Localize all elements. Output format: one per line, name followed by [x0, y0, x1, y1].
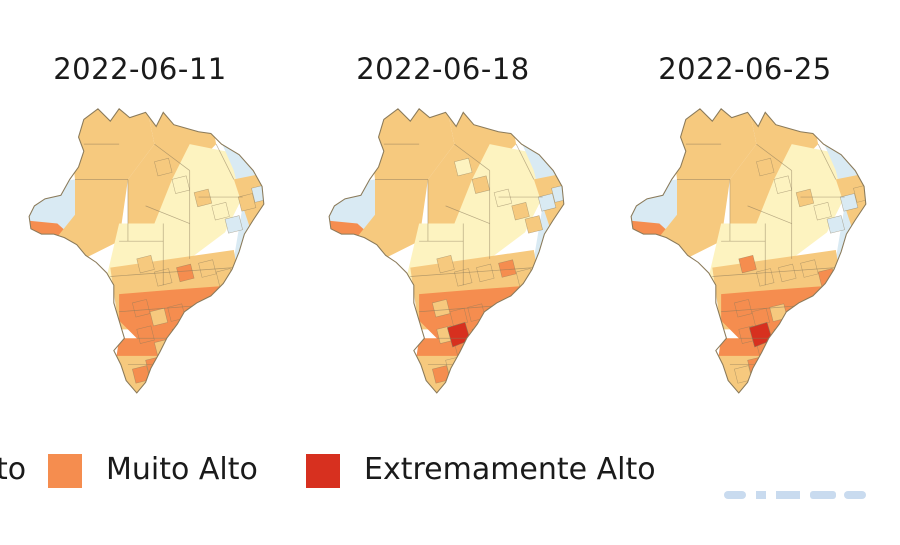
legend-swatch-muito-alto — [48, 454, 82, 488]
municipality-cell — [760, 369, 779, 388]
municipality-cell — [831, 277, 850, 296]
municipality-cell — [176, 263, 195, 283]
municipality-cell — [778, 263, 797, 283]
municipality-cell — [520, 294, 539, 313]
subdivision-line — [145, 205, 190, 224]
subdivision-line — [747, 205, 792, 224]
brazil-map-2 — [328, 108, 565, 394]
municipality-cell — [136, 254, 155, 274]
municipality-cell — [773, 175, 793, 194]
legend-swatch-extremamente-alto — [306, 454, 340, 488]
municipality-cell — [813, 202, 832, 221]
municipality-cell — [800, 259, 819, 278]
brazil-map-3 — [630, 108, 867, 394]
municipality-cell — [198, 259, 217, 278]
brazil-map-1 — [28, 108, 265, 394]
municipality-cell — [551, 184, 564, 203]
municipality-cell — [458, 369, 477, 388]
subdivision-line — [110, 267, 234, 277]
municipality-cell — [171, 175, 191, 194]
municipality-cell — [738, 254, 757, 274]
municipality-cell — [511, 202, 530, 221]
northeast-hotspot — [855, 158, 865, 173]
subdivision-line — [756, 143, 792, 171]
country-outline — [28, 108, 265, 394]
municipality-cell — [853, 184, 866, 203]
municipality-cell — [498, 259, 517, 278]
country-outline — [630, 108, 867, 394]
municipality-cell — [251, 184, 264, 203]
municipality-cell — [229, 277, 248, 296]
municipality-cell — [524, 215, 543, 234]
municipality-cell — [220, 294, 239, 313]
municipality-cell — [791, 307, 810, 327]
watermark-logo — [724, 491, 866, 499]
municipality-cell — [154, 338, 173, 358]
region-ne-tip — [233, 170, 264, 242]
municipality-cell — [449, 307, 468, 327]
municipality-cell — [489, 307, 508, 327]
municipality-cell — [809, 299, 828, 318]
subdivision-line — [215, 143, 235, 180]
subdivision-line — [445, 205, 490, 224]
municipality-cell — [189, 307, 208, 327]
municipality-cell — [132, 299, 151, 318]
subdivision-line — [712, 267, 836, 277]
municipality-cell — [207, 299, 226, 318]
municipality-cell — [193, 188, 213, 208]
municipality-cell — [136, 325, 155, 344]
region-ne-tip — [835, 170, 866, 242]
municipality-cell — [436, 254, 455, 274]
municipality-cell — [822, 294, 841, 313]
subdivision-line — [410, 267, 534, 277]
municipality-cell — [756, 157, 775, 177]
municipality-cell — [826, 215, 845, 234]
municipality-cell — [507, 299, 526, 318]
municipality-cell — [471, 175, 491, 194]
municipality-cell — [529, 277, 548, 296]
municipality-cell — [476, 263, 495, 283]
municipality-cell — [734, 365, 753, 384]
municipality-cell — [154, 157, 173, 177]
legend-label-muito-alto: Muito Alto — [106, 452, 258, 487]
municipality-cell — [493, 188, 513, 208]
subdivision-line — [817, 143, 837, 180]
municipality-cell — [471, 325, 491, 344]
region-ne-tip — [533, 170, 564, 242]
municipality-cell — [734, 299, 753, 318]
municipality-cell — [158, 369, 177, 388]
municipality-cell — [237, 193, 257, 212]
legend-label-alto: to — [0, 452, 27, 487]
country-outline — [328, 108, 565, 394]
northeast-hotspot — [553, 158, 563, 173]
municipality-cell — [839, 193, 859, 212]
municipality-cell — [167, 303, 186, 322]
municipality-cell — [769, 303, 788, 322]
map-title-2: 2022-06-18 — [356, 52, 530, 86]
municipality-cell — [432, 365, 451, 384]
municipality-cell — [149, 307, 168, 327]
municipality-cell — [467, 303, 486, 322]
municipality-cell — [454, 157, 473, 177]
municipality-cell — [537, 193, 557, 212]
municipality-cell — [132, 365, 151, 384]
subdivision-line — [454, 143, 490, 171]
subdivision-line — [515, 143, 535, 180]
municipality-cell — [795, 188, 815, 208]
municipality-cell — [751, 307, 770, 327]
municipality-cell — [224, 215, 243, 234]
map-title-3: 2022-06-25 — [658, 52, 832, 86]
municipality-cell — [211, 202, 230, 221]
map-title-1: 2022-06-11 — [53, 52, 227, 86]
municipality-cell — [432, 299, 451, 318]
municipality-cell — [171, 325, 191, 344]
legend-label-extremamente-alto: Extremamente Alto — [364, 452, 656, 487]
subdivision-line — [154, 143, 190, 171]
